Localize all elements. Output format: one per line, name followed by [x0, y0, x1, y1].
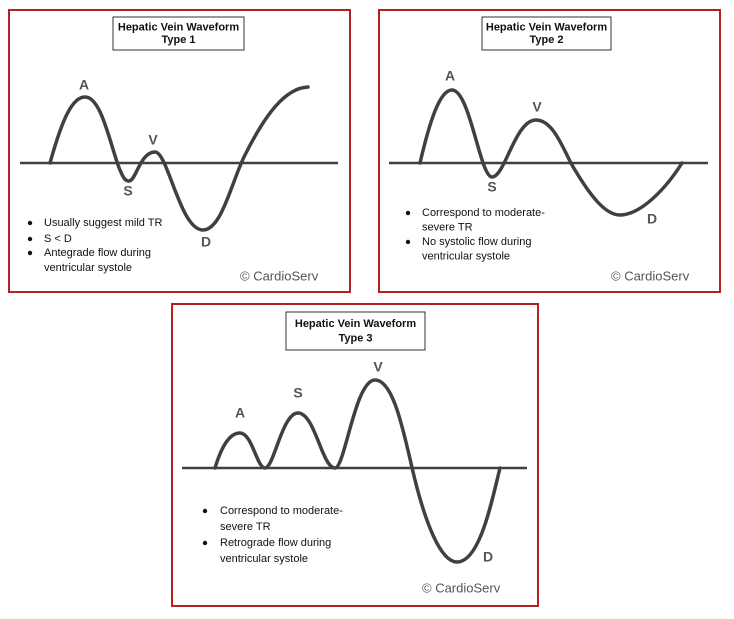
- bullet-dot: [27, 236, 33, 242]
- bullet-dot: [202, 508, 208, 514]
- wave-label: V: [373, 359, 383, 375]
- bullet-text: Retrograde flow during: [220, 537, 331, 549]
- bullet-text: ventricular systole: [44, 262, 132, 274]
- bullet-dot: [27, 250, 33, 256]
- wave-label: V: [532, 99, 542, 115]
- bullet-text: severe TR: [422, 221, 473, 233]
- bullet-text: S < D: [44, 233, 72, 245]
- wave-label: D: [483, 549, 493, 565]
- panel-frame: [378, 9, 721, 293]
- panel-frame: [8, 9, 351, 293]
- title: Hepatic Vein Waveform: [118, 21, 239, 33]
- title: Type 1: [161, 34, 195, 46]
- panel-frame: [171, 303, 539, 607]
- title: Hepatic Vein Waveform: [295, 318, 416, 330]
- title: Type 2: [529, 34, 563, 46]
- bullet-text: Usually suggest mild TR: [44, 217, 162, 229]
- title-box: [481, 16, 612, 51]
- waveform: [418, 88, 684, 217]
- bullet-text: No systolic flow during: [422, 236, 531, 248]
- bullet-dot: [27, 220, 33, 226]
- credit: © CardioServ: [422, 580, 501, 595]
- bullet-dot: [405, 239, 411, 245]
- wave-label: S: [293, 385, 302, 401]
- wave-label: V: [148, 132, 158, 148]
- wave-label: D: [201, 234, 211, 250]
- bullet-dot: [202, 540, 208, 546]
- bullet-dot: [405, 210, 411, 216]
- title-box: [112, 16, 245, 51]
- bullet-text: severe TR: [220, 521, 271, 533]
- bullet-text: ventricular systole: [220, 553, 308, 565]
- bullet-text: Antegrade flow during: [44, 247, 151, 259]
- waveform: [48, 85, 310, 232]
- waveform: [213, 378, 502, 564]
- wave-label: A: [445, 68, 455, 84]
- credit: © CardioServ: [611, 268, 690, 283]
- bullet-text: Correspond to moderate-: [422, 207, 545, 219]
- wave-label: D: [647, 211, 657, 227]
- wave-label: S: [123, 183, 132, 199]
- title: Type 3: [338, 333, 372, 345]
- title-box: [285, 311, 426, 351]
- title: Hepatic Vein Waveform: [486, 21, 607, 33]
- wave-label: A: [235, 405, 245, 421]
- wave-label: A: [79, 77, 89, 93]
- bullet-text: ventricular systole: [422, 250, 510, 262]
- credit: © CardioServ: [240, 268, 319, 283]
- wave-label: S: [487, 179, 496, 195]
- bullet-text: Correspond to moderate-: [220, 505, 343, 517]
